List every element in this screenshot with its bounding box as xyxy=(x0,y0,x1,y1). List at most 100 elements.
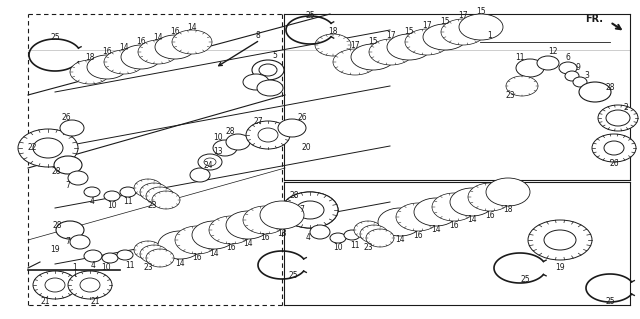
Ellipse shape xyxy=(573,77,587,87)
Text: 19: 19 xyxy=(555,263,565,272)
Ellipse shape xyxy=(155,35,195,59)
Ellipse shape xyxy=(516,59,544,77)
Ellipse shape xyxy=(369,39,413,65)
Text: 2: 2 xyxy=(623,103,628,113)
Ellipse shape xyxy=(258,128,278,142)
Text: 14: 14 xyxy=(187,23,197,32)
Text: 9: 9 xyxy=(575,63,580,72)
Text: 28: 28 xyxy=(51,167,61,176)
Ellipse shape xyxy=(226,211,270,239)
Ellipse shape xyxy=(54,156,82,174)
Ellipse shape xyxy=(134,179,162,197)
Text: 17: 17 xyxy=(386,32,396,41)
Ellipse shape xyxy=(351,44,395,70)
Ellipse shape xyxy=(259,64,277,76)
Ellipse shape xyxy=(544,230,576,250)
Text: 16: 16 xyxy=(485,211,495,219)
Text: 14: 14 xyxy=(431,226,441,234)
Ellipse shape xyxy=(102,253,118,263)
Ellipse shape xyxy=(354,221,382,239)
Ellipse shape xyxy=(33,138,63,158)
Text: 14: 14 xyxy=(243,239,253,248)
Text: 25: 25 xyxy=(288,271,298,279)
Text: 4: 4 xyxy=(305,234,310,242)
Ellipse shape xyxy=(192,221,236,249)
Ellipse shape xyxy=(140,183,168,201)
Text: 25: 25 xyxy=(305,11,315,20)
Text: 16: 16 xyxy=(170,27,180,36)
Text: 21: 21 xyxy=(90,298,100,307)
Ellipse shape xyxy=(198,154,222,170)
Ellipse shape xyxy=(146,249,174,267)
Text: 16: 16 xyxy=(449,220,459,229)
Ellipse shape xyxy=(257,80,283,96)
Ellipse shape xyxy=(134,241,162,259)
Text: 14: 14 xyxy=(467,216,477,225)
Ellipse shape xyxy=(70,235,90,249)
Ellipse shape xyxy=(84,250,102,262)
Text: 10: 10 xyxy=(107,202,117,211)
Ellipse shape xyxy=(33,271,77,299)
Ellipse shape xyxy=(80,278,100,292)
Text: 18: 18 xyxy=(277,228,287,238)
Text: 25: 25 xyxy=(50,33,60,41)
Text: 17: 17 xyxy=(458,11,468,20)
Text: 16: 16 xyxy=(413,231,423,240)
Text: 7: 7 xyxy=(300,205,305,214)
Text: 28: 28 xyxy=(225,128,235,137)
Text: 16: 16 xyxy=(102,48,112,56)
Ellipse shape xyxy=(146,187,174,205)
Text: 20: 20 xyxy=(301,144,311,152)
Ellipse shape xyxy=(606,110,630,126)
Text: 18: 18 xyxy=(328,27,338,36)
Text: 8: 8 xyxy=(255,31,260,40)
Text: 7: 7 xyxy=(65,238,70,247)
Text: 16: 16 xyxy=(226,243,236,253)
Text: 14: 14 xyxy=(153,33,163,41)
Text: 11: 11 xyxy=(124,197,132,206)
Ellipse shape xyxy=(486,178,530,206)
Text: 18: 18 xyxy=(503,205,513,214)
Text: FR.: FR. xyxy=(585,14,603,24)
Ellipse shape xyxy=(366,229,394,247)
Text: 4: 4 xyxy=(91,261,95,270)
Text: 14: 14 xyxy=(209,249,219,257)
Ellipse shape xyxy=(360,225,388,243)
Ellipse shape xyxy=(559,62,577,74)
Ellipse shape xyxy=(252,60,284,80)
Ellipse shape xyxy=(172,30,212,54)
Ellipse shape xyxy=(405,29,449,55)
Ellipse shape xyxy=(121,45,161,69)
Text: 21: 21 xyxy=(40,298,50,307)
Text: 10: 10 xyxy=(213,133,223,143)
Ellipse shape xyxy=(138,40,178,64)
Ellipse shape xyxy=(333,49,377,75)
Ellipse shape xyxy=(68,271,112,299)
Text: 5: 5 xyxy=(273,51,277,61)
Text: 11: 11 xyxy=(125,261,135,270)
Ellipse shape xyxy=(104,191,120,201)
Text: 23: 23 xyxy=(147,202,157,211)
Text: 13: 13 xyxy=(213,147,223,157)
Text: 23: 23 xyxy=(363,243,373,253)
Text: 11: 11 xyxy=(515,54,525,63)
Text: 28: 28 xyxy=(289,191,299,201)
Ellipse shape xyxy=(506,76,538,96)
Ellipse shape xyxy=(278,119,306,137)
Text: 11: 11 xyxy=(350,241,360,249)
Text: 16: 16 xyxy=(192,254,202,263)
Ellipse shape xyxy=(378,208,422,236)
Text: 26: 26 xyxy=(609,160,619,168)
Ellipse shape xyxy=(396,203,440,231)
Ellipse shape xyxy=(387,34,431,60)
Ellipse shape xyxy=(330,233,346,243)
Ellipse shape xyxy=(315,34,351,56)
Ellipse shape xyxy=(246,121,290,149)
Ellipse shape xyxy=(441,19,485,45)
Ellipse shape xyxy=(450,188,494,216)
Ellipse shape xyxy=(432,193,476,221)
Ellipse shape xyxy=(45,278,65,292)
Ellipse shape xyxy=(190,168,210,182)
Text: 28: 28 xyxy=(52,220,61,229)
Text: 6: 6 xyxy=(566,53,570,62)
